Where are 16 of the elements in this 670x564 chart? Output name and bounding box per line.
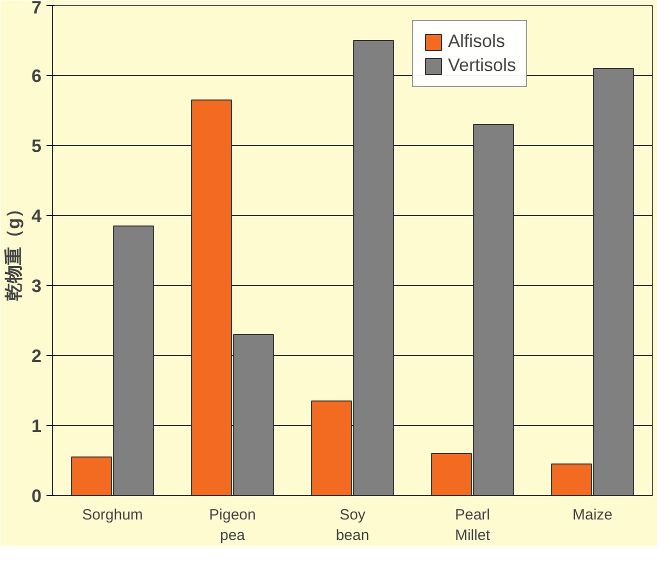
y-tick-label: 6 [31, 66, 42, 86]
legend-label: Vertisols [448, 55, 516, 76]
x-tick-label: Sorghum [82, 506, 143, 524]
y-tick-label: 7 [31, 0, 42, 18]
y-tick-label: 2 [31, 346, 42, 366]
y-tick-label: 0 [31, 486, 42, 506]
y-axis-title: 乾物重（g） [3, 200, 24, 301]
x-tick-label: Maize [572, 506, 613, 524]
x-tick-label: Pearl Millet [454, 506, 491, 544]
y-tick-label: 3 [31, 276, 42, 296]
x-tick-label: Pigeon pea [209, 506, 256, 544]
y-tick-label: 5 [31, 136, 42, 156]
y-tick-label: 1 [31, 416, 42, 436]
legend-label: Alfisols [448, 31, 506, 52]
x-tick-label: Soy bean [336, 506, 370, 544]
y-tick-label: 4 [31, 206, 42, 226]
